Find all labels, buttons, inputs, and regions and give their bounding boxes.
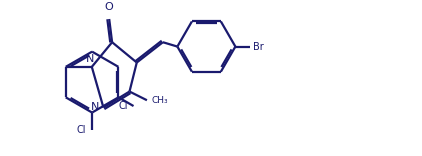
Text: N: N (91, 102, 99, 112)
Text: Br: Br (253, 41, 263, 52)
Text: Cl: Cl (118, 101, 128, 111)
Text: CH₃: CH₃ (151, 96, 168, 105)
Text: Cl: Cl (77, 125, 86, 135)
Text: N: N (86, 54, 95, 64)
Text: O: O (105, 2, 114, 12)
